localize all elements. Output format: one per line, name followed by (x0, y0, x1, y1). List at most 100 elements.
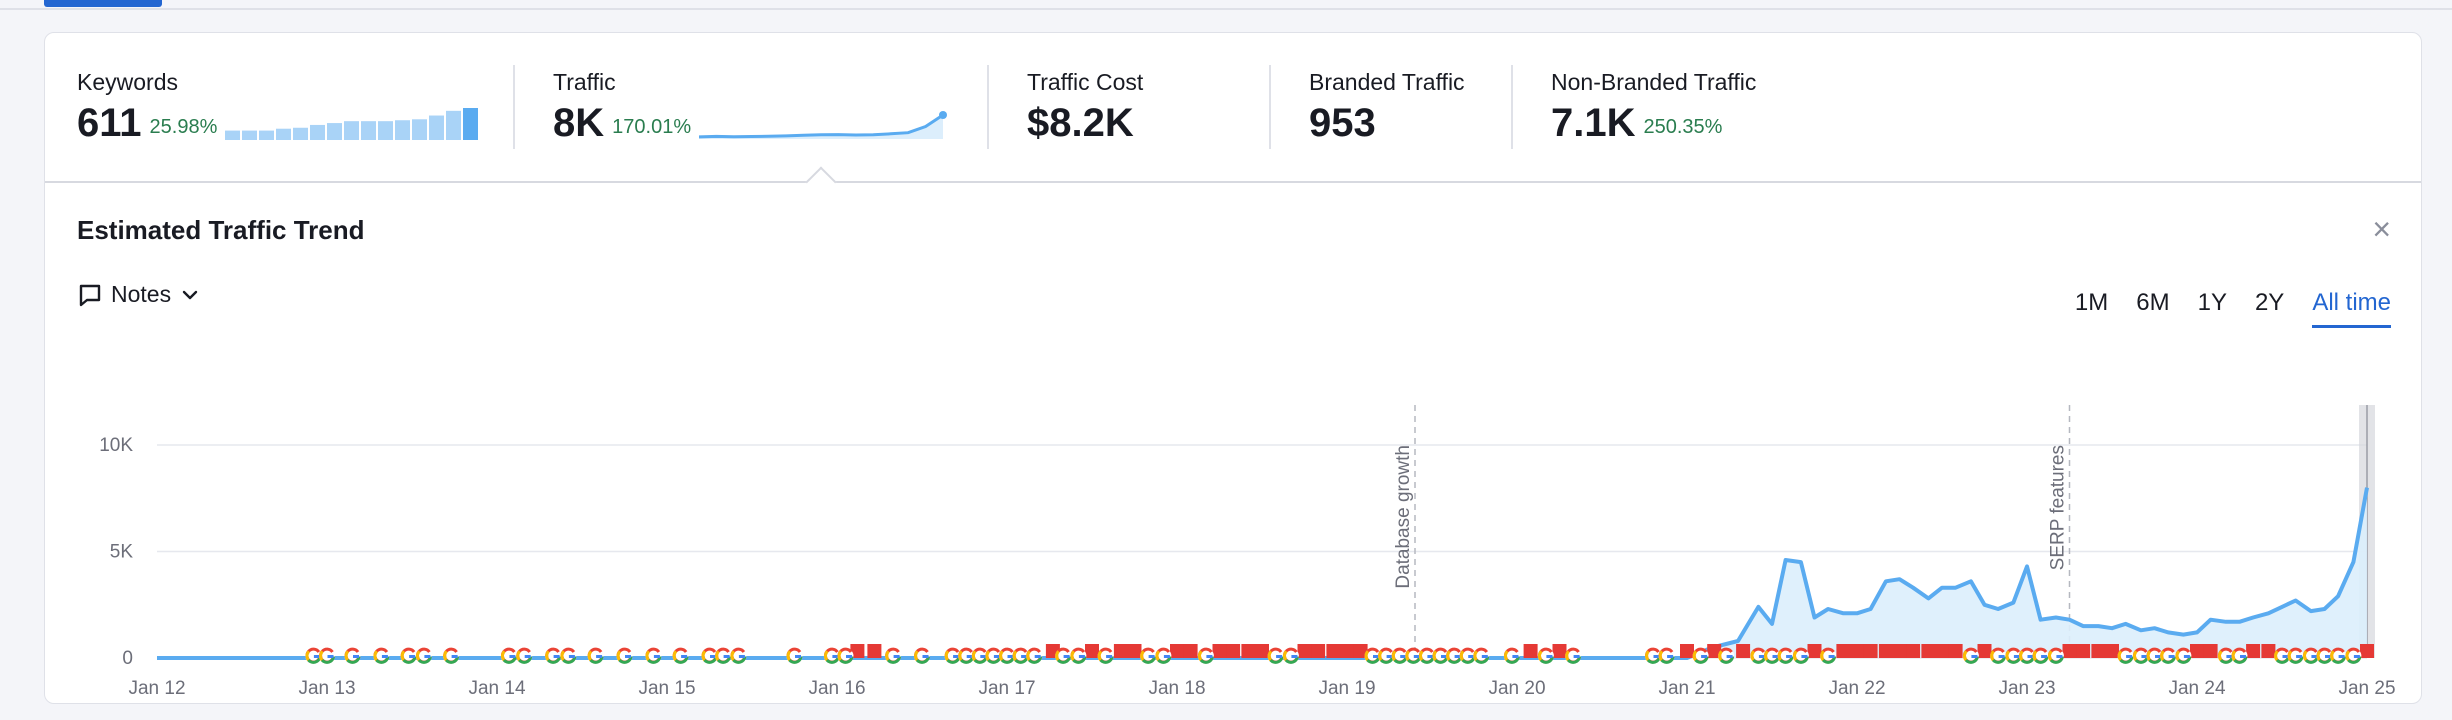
metric-non-branded-traffic[interactable]: Non-Branded Traffic 7.1K 250.35% (1551, 67, 1756, 145)
marker-arc-yellow (1792, 650, 1798, 661)
period-1m[interactable]: 1M (2074, 289, 2109, 316)
google-update-marker (2316, 647, 2333, 664)
google-update-marker (2345, 647, 2362, 664)
metric-traffic-cost[interactable]: Traffic Cost $8.2K (1027, 67, 1143, 145)
x-tick-label: Jan 17 (978, 678, 1035, 699)
google-update-marker (616, 647, 633, 664)
metric-keywords[interactable]: Keywords 611 25.98% (77, 67, 481, 145)
google-update-marker (1197, 647, 1214, 664)
marker-arc-yellow (1503, 650, 1509, 661)
divider (513, 65, 515, 149)
period-all-time[interactable]: All time (2312, 289, 2391, 328)
flag-marker (1892, 644, 1907, 658)
google-update-marker (1820, 647, 1837, 664)
x-tick-label: Jan 15 (638, 678, 695, 699)
flag-marker (1326, 644, 1341, 658)
traffic-trend-chart[interactable]: 0 5K 10K Jan 12 Jan 13 Jan 14 Jan 15 Jan 16 Jan … (45, 353, 2422, 703)
marker-arc-yellow (373, 650, 379, 661)
metric-change: 250.35% (1643, 116, 1723, 138)
flag-marker (2190, 644, 2204, 658)
x-tick-label: Jan 13 (298, 678, 355, 699)
sparkline-bar (276, 128, 292, 140)
google-update-marker (1537, 647, 1554, 664)
x-tick-label: Jan 25 (2338, 678, 2395, 699)
marker-arc-yellow (823, 650, 829, 661)
metric-traffic[interactable]: Traffic 8K 170.01% (553, 67, 949, 145)
sparkline-bar (327, 123, 343, 140)
sparkline-bar (446, 110, 462, 140)
marker-arc-yellow (1692, 650, 1698, 661)
google-update-marker (1503, 647, 1520, 664)
period-1y[interactable]: 1Y (2197, 289, 2227, 316)
marker-arc-yellow (914, 650, 919, 661)
marker-arc-yellow (1155, 650, 1161, 661)
marker-arc-yellow (1777, 650, 1783, 661)
metric-value: 953 (1309, 101, 1376, 145)
period-2y[interactable]: 2Y (2254, 289, 2285, 316)
metric-label: Keywords (77, 69, 178, 95)
flag-marker (1707, 644, 1722, 658)
sparkline-line (699, 113, 944, 139)
close-icon[interactable]: × (2372, 211, 2391, 247)
marker-arc-yellow (2274, 650, 2279, 661)
google-update-marker (645, 647, 662, 664)
flag-marker (1311, 644, 1326, 658)
metric-branded-traffic[interactable]: Branded Traffic 953 (1309, 67, 1465, 145)
marker-arc-yellow (1432, 650, 1438, 661)
flag-marker (1127, 644, 1142, 658)
marker-arc-yellow (944, 650, 950, 661)
marker-arc-yellow (645, 650, 651, 661)
marker-arc-yellow (1459, 650, 1465, 661)
sparkline-bar (225, 130, 241, 140)
google-update-marker (2032, 647, 2049, 664)
metric-value: 611 (77, 101, 142, 145)
flag-marker (1212, 644, 1227, 658)
metric-value: 8K (553, 101, 605, 145)
overview-card: Keywords 611 25.98% Traffic 8K 170.01% T… (44, 32, 2422, 704)
flag-marker (2360, 644, 2374, 658)
marker-arc-yellow (2146, 650, 2152, 661)
y-tick-label: 0 (122, 648, 133, 669)
google-update-marker (2117, 647, 2134, 664)
metric-label: Branded Traffic (1309, 69, 1465, 95)
google-update-marker (545, 647, 562, 664)
google-update-marker (344, 647, 361, 664)
google-update-marker (999, 647, 1015, 664)
flag-marker (1085, 644, 1099, 658)
sparkline-bar (242, 130, 258, 140)
marker-arc-yellow (885, 650, 890, 661)
flag-marker (2076, 644, 2091, 658)
marker-arc-yellow (1197, 650, 1203, 661)
marker-arc-yellow (2047, 650, 2053, 661)
sparkline-bar (378, 121, 394, 140)
flag-marker (1255, 644, 1269, 658)
flag-marker (1170, 644, 1184, 658)
google-update-marker (1792, 647, 1809, 664)
active-tab-indicator[interactable] (44, 0, 162, 7)
marker-arc-yellow (701, 650, 707, 661)
divider (987, 65, 989, 149)
marker-arc-yellow (2117, 650, 2123, 661)
marker-arc-yellow (2019, 650, 2024, 661)
period-6m[interactable]: 6M (2136, 289, 2170, 316)
google-update-marker (1012, 647, 1029, 664)
metrics-summary: Keywords 611 25.98% Traffic 8K 170.01% T… (45, 33, 2421, 183)
google-update-marker (1140, 647, 1157, 664)
marker-arc-yellow (1820, 650, 1825, 661)
google-update-marker (587, 647, 604, 664)
marker-arc-yellow (2345, 650, 2351, 661)
flag-marker (1850, 644, 1864, 658)
marker-arc-yellow (1446, 650, 1451, 661)
sparkline-bar (463, 108, 479, 140)
google-update-marker (1658, 647, 1675, 664)
google-update-marker (2019, 647, 2035, 664)
google-update-marker (1282, 647, 1299, 664)
notes-dropdown[interactable]: Notes (77, 281, 201, 308)
marker-arc-yellow (400, 650, 406, 661)
flag-marker (1183, 644, 1198, 658)
marker-arc-yellow (344, 650, 350, 661)
google-update-marker (319, 647, 335, 664)
marker-arc-yellow (2032, 650, 2038, 661)
google-update-marker (1645, 647, 1661, 664)
marker-arc-yellow (305, 650, 311, 661)
